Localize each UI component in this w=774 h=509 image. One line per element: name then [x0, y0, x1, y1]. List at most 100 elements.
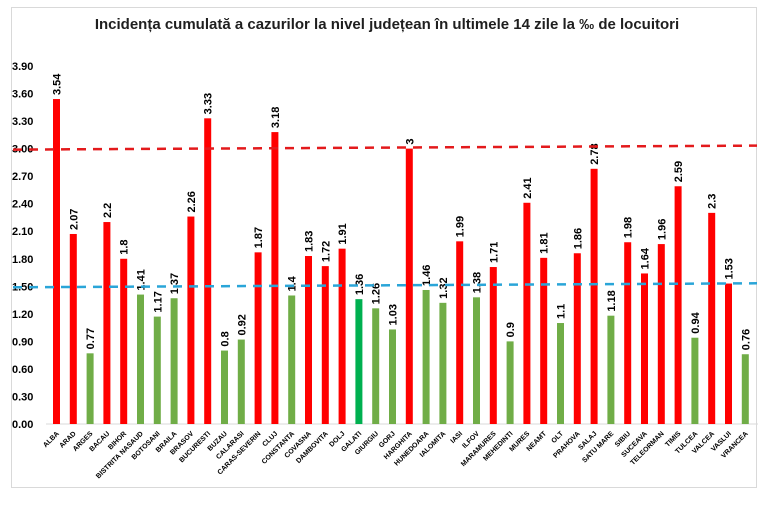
bar-maramures: [489, 267, 497, 424]
data-label: 0.77: [85, 328, 97, 349]
bar-teleorman: [657, 244, 665, 424]
data-label: 1.99: [455, 216, 467, 237]
data-label: 1.18: [606, 290, 618, 311]
data-label: 1.81: [539, 232, 551, 253]
data-label: 1.96: [656, 219, 668, 240]
y-tick-label: 2.10: [12, 226, 33, 238]
bar-brasov: [187, 216, 195, 424]
data-label: 1.4: [287, 275, 299, 291]
data-label: 1.91: [337, 223, 349, 244]
data-label: 1.37: [169, 273, 181, 294]
data-label: 1.71: [488, 242, 500, 263]
y-tick-label: 3.00: [12, 144, 33, 156]
reference-line-blue: [12, 282, 758, 289]
data-label: 1.36: [354, 274, 366, 295]
data-label: 1.03: [388, 304, 400, 325]
bar-mehedinti: [506, 341, 514, 424]
bar-neamt: [540, 257, 548, 424]
x-tick-label: IASI: [450, 430, 465, 445]
data-label: 2.07: [68, 209, 80, 230]
bar-bihor: [120, 258, 128, 424]
data-label: 3: [404, 138, 416, 144]
data-label: 0.92: [236, 314, 248, 335]
data-label: 1.72: [320, 241, 332, 262]
bar-arad: [69, 233, 77, 424]
bar-braila: [170, 298, 178, 424]
data-label: 3.54: [52, 73, 64, 95]
bar-giurgiu: [372, 308, 380, 424]
y-tick-label: 0.00: [12, 419, 33, 431]
bar-alba: [53, 99, 60, 425]
bar-satu-mare: [607, 315, 615, 424]
data-label: 1.46: [421, 265, 433, 286]
data-label: 0.9: [505, 322, 517, 337]
y-tick-label: 1.50: [12, 281, 33, 293]
data-label: 2.41: [522, 177, 534, 198]
bar-sibiu: [624, 242, 632, 424]
bar-salaj: [590, 168, 598, 424]
data-label: 1.1: [556, 304, 568, 319]
y-tick-label: 3.30: [12, 116, 33, 128]
data-label: 0.8: [220, 331, 232, 346]
bar-bistrita-nasaud: [137, 294, 144, 424]
bar-dambovita: [321, 266, 329, 424]
y-tick-label: 2.40: [12, 199, 33, 211]
bar-galati: [355, 299, 363, 424]
data-label: 1.17: [152, 291, 164, 312]
data-label: 1.26: [371, 283, 383, 304]
bar-cluj: [271, 132, 279, 425]
bar-gorj: [389, 329, 396, 424]
data-label: 3.33: [203, 93, 215, 114]
bar-botosani: [153, 316, 161, 424]
chart-title: Incidența cumulată a cazurilor la nivel …: [94, 16, 680, 33]
bar-iasi: [456, 241, 464, 424]
y-tick-label: 3.90: [12, 61, 33, 73]
x-tick-label: ALBA: [42, 430, 61, 449]
data-label: 3.18: [270, 107, 282, 128]
data-label: 1.87: [253, 227, 265, 248]
data-label: 1.32: [438, 277, 450, 298]
bar-bucuresti: [204, 118, 212, 425]
data-label: 1.41: [136, 269, 148, 290]
data-label: 2.26: [186, 191, 198, 212]
bar-hunedoara: [422, 289, 430, 424]
data-label: 0.94: [690, 311, 702, 333]
bar-prahova: [573, 253, 581, 424]
y-tick-label: 1.20: [12, 309, 33, 321]
bar-valcea: [708, 212, 716, 424]
data-label: 1.53: [724, 258, 736, 279]
data-label: 2.3: [707, 194, 719, 209]
bar-suceava: [641, 273, 648, 424]
y-tick-label: 2.70: [12, 171, 33, 183]
bar-vrancea: [741, 354, 749, 424]
bar-harghita: [405, 148, 413, 424]
data-label: 1.83: [304, 231, 316, 252]
bar-ialomita: [439, 302, 447, 424]
bar-dolj: [338, 248, 346, 424]
bar-mures: [523, 202, 531, 424]
bar-ilfov: [473, 297, 480, 424]
bar-bacau: [103, 222, 111, 424]
chart-frame: [11, 7, 757, 488]
bar-caras-severin: [254, 252, 262, 424]
data-label: 1.86: [572, 228, 584, 249]
reference-line-red: [12, 144, 758, 151]
bar-covasna: [305, 256, 312, 424]
bar-arges: [86, 353, 94, 424]
bar-vaslui: [725, 283, 732, 424]
y-tick-label: 0.60: [12, 364, 33, 376]
data-label: 0.76: [740, 329, 752, 350]
data-label: 2.59: [673, 161, 685, 182]
data-label: 2.2: [102, 203, 114, 218]
bar-timis: [674, 186, 682, 424]
bar-calarasi: [237, 339, 245, 424]
bar-constanta: [288, 295, 296, 424]
bar-olt: [557, 323, 564, 424]
y-tick-label: 3.60: [12, 89, 33, 101]
bar-tulcea: [691, 337, 699, 424]
data-label: 1.98: [623, 217, 635, 238]
y-tick-label: 1.80: [12, 254, 33, 266]
y-tick-label: 0.30: [12, 391, 33, 403]
y-tick-label: 0.90: [12, 336, 33, 348]
